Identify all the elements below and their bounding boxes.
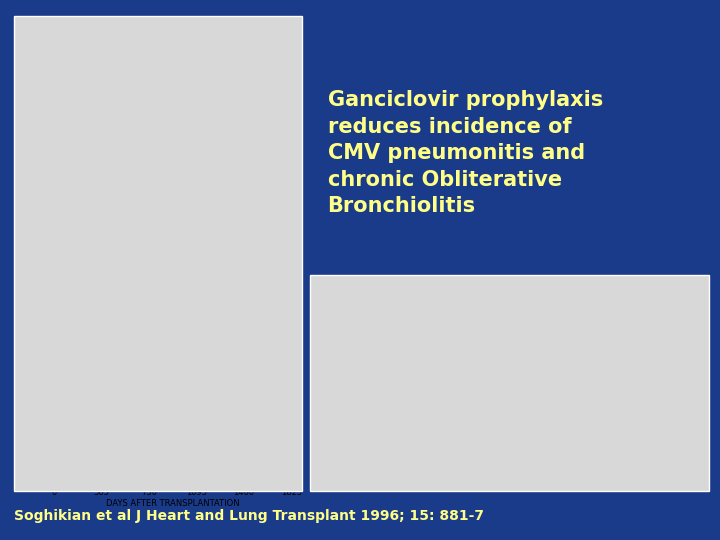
Y-axis label: CUMULATIVE INCIDENCE OF OB
(%): CUMULATIVE INCIDENCE OF OB (%) (368, 316, 387, 435)
Text: p<<0.01: p<<0.01 (554, 423, 595, 433)
X-axis label: DAYS AFTER TRANSPLANTATION: DAYS AFTER TRANSPLANTATION (106, 500, 240, 508)
Text: p = 0.04: p = 0.04 (197, 158, 236, 167)
Text: RF: RF (85, 408, 98, 418)
Y-axis label: SURVIVAL (%): SURVIVAL (%) (17, 109, 26, 166)
Text: PX-: PX- (94, 316, 110, 326)
X-axis label: DAYS AFTER TRANSPLANTATION: DAYS AFTER TRANSPLANTATION (106, 262, 240, 271)
Text: PX-: PX- (96, 133, 112, 143)
Text: PX+: PX+ (94, 283, 115, 293)
Text: PX+: PX+ (96, 62, 117, 71)
Text: PX-: PX- (525, 338, 541, 348)
Text: Ganciclovir prophylaxis
reduces incidence of
CMV pneumonitis and
chronic Obliter: Ganciclovir prophylaxis reduces incidenc… (328, 90, 603, 216)
X-axis label: DAYS AFTER TRANSPLANTATION: DAYS AFTER TRANSPLANTATION (482, 483, 616, 492)
Text: p=0.35: p=0.35 (178, 323, 211, 332)
Text: Soghikian et al J Heart and Lung Transplant 1996; 15: 881-7: Soghikian et al J Heart and Lung Transpl… (14, 509, 485, 523)
Text: PX+: PX+ (535, 357, 556, 367)
Y-axis label: SURVIVAL (%): SURVIVAL (%) (17, 347, 26, 404)
Text: p<<0.01: p<<0.01 (145, 430, 186, 439)
